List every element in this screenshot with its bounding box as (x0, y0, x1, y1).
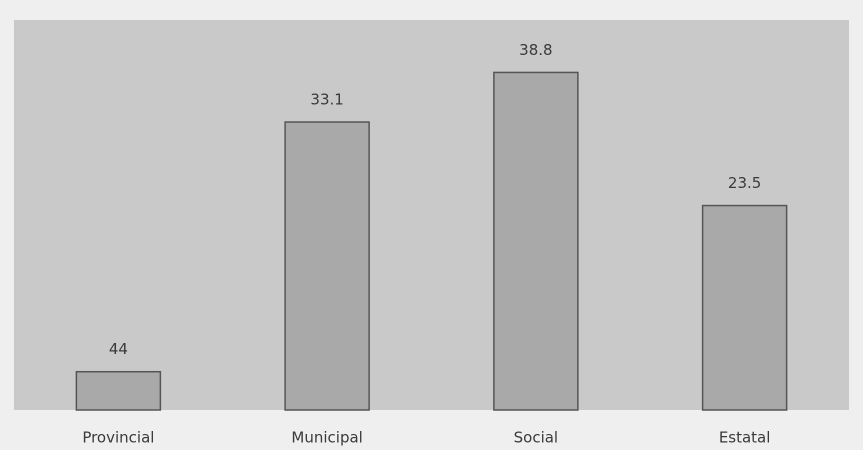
value-label: 44 (109, 340, 128, 358)
value-label: 33.1 (310, 91, 343, 109)
bar (493, 71, 579, 411)
x-tick-label: Provincial (82, 429, 154, 447)
value-label: 38.8 (519, 41, 552, 59)
x-tick-label: Estatal (719, 429, 771, 447)
x-tick-label: Social (514, 429, 558, 447)
bar (701, 204, 788, 411)
x-tick-label: Municipal (291, 429, 362, 447)
bar (75, 370, 162, 411)
bar (284, 121, 370, 411)
value-label: 23.5 (728, 174, 761, 192)
